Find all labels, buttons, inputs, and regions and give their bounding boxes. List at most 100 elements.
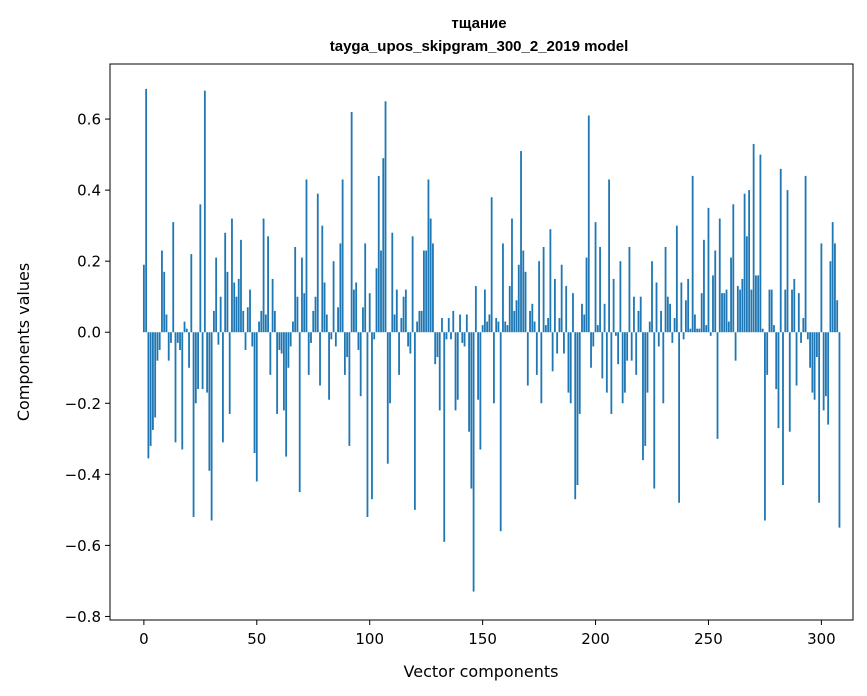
bar	[630, 332, 633, 361]
bar	[493, 332, 495, 404]
bar	[725, 289, 728, 333]
bar	[775, 332, 778, 390]
bar	[556, 332, 559, 354]
bar	[542, 246, 545, 333]
bar	[479, 332, 482, 450]
bar	[416, 321, 419, 333]
bar	[804, 175, 807, 333]
bar	[544, 325, 547, 333]
bar	[829, 261, 832, 333]
bar	[420, 310, 423, 333]
bar	[303, 293, 306, 333]
bar	[142, 264, 145, 333]
bar	[298, 332, 301, 493]
bar	[599, 246, 601, 333]
bar	[353, 289, 355, 333]
bar	[637, 310, 640, 333]
bar	[217, 332, 220, 345]
bar	[301, 257, 303, 333]
bar	[176, 332, 179, 343]
bar	[411, 236, 414, 333]
bar	[226, 271, 229, 333]
bar	[203, 90, 206, 333]
bar	[619, 261, 622, 333]
y-tick-label: 0.0	[77, 324, 101, 342]
bar	[375, 268, 378, 333]
bar	[244, 332, 247, 350]
y-tick-label: −0.4	[65, 466, 101, 484]
bar	[456, 332, 459, 400]
bar	[296, 296, 299, 333]
bar	[215, 257, 218, 333]
bar	[669, 303, 671, 333]
bar	[815, 332, 818, 358]
bar	[601, 332, 604, 379]
bar	[222, 332, 224, 443]
bar	[576, 332, 579, 485]
bar	[572, 293, 574, 333]
bar	[264, 314, 267, 333]
bar	[707, 207, 710, 333]
bar	[454, 332, 457, 411]
bar	[235, 296, 238, 333]
bar	[578, 332, 581, 414]
bar	[488, 314, 491, 333]
bar	[371, 332, 373, 500]
bar	[768, 289, 771, 333]
bar	[743, 193, 746, 333]
bar	[520, 151, 522, 333]
bar	[517, 264, 520, 333]
bar	[522, 250, 525, 333]
bar	[246, 307, 249, 333]
bar	[635, 332, 638, 375]
bar	[472, 332, 475, 592]
bar	[190, 254, 193, 333]
bar	[533, 321, 536, 333]
bar	[563, 332, 565, 354]
bar	[269, 332, 272, 375]
bar	[289, 332, 292, 347]
bar	[739, 289, 741, 333]
bar	[666, 296, 669, 333]
bar	[809, 332, 811, 368]
bar	[535, 332, 538, 375]
bar	[310, 332, 312, 343]
bar	[219, 296, 222, 333]
bar	[165, 314, 168, 333]
bar	[694, 314, 696, 333]
bar	[185, 328, 188, 333]
bars-group	[142, 88, 841, 592]
bar	[709, 332, 712, 336]
bar	[152, 332, 154, 430]
bar	[716, 332, 719, 439]
bar	[258, 321, 260, 333]
bar	[538, 261, 540, 333]
bar	[156, 332, 159, 361]
bar	[210, 332, 213, 521]
bar	[608, 179, 610, 333]
bar	[382, 158, 385, 333]
bar	[149, 332, 152, 446]
bar	[321, 225, 324, 333]
bar	[831, 222, 834, 333]
bar	[362, 307, 364, 333]
bar	[447, 318, 450, 333]
bar	[389, 332, 391, 404]
bar	[657, 332, 660, 347]
bar	[470, 332, 473, 489]
bar	[398, 332, 400, 375]
bar	[782, 332, 784, 485]
bar	[736, 286, 739, 333]
bar	[712, 275, 714, 333]
bar	[368, 293, 371, 333]
bar	[337, 307, 339, 333]
bar	[551, 332, 554, 372]
bar	[450, 332, 452, 340]
bar	[172, 222, 175, 333]
bar	[617, 332, 620, 365]
bar	[820, 243, 823, 333]
bar	[312, 310, 315, 333]
bar	[651, 261, 653, 333]
bar	[705, 325, 708, 333]
bar	[526, 332, 529, 386]
